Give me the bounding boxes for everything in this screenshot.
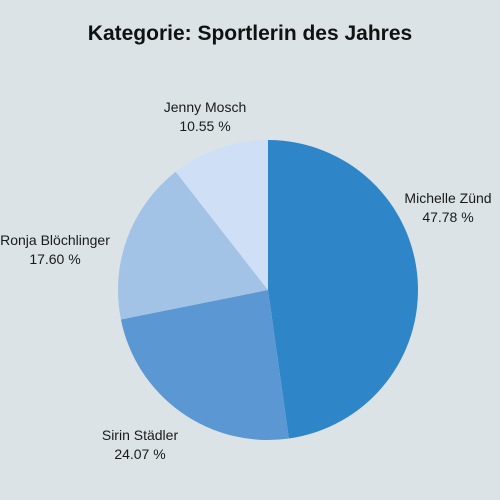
pie-slices [117, 140, 419, 440]
slice-name-label: Michelle Zünd [404, 190, 491, 206]
slice-value-label: 24.07 % [114, 446, 165, 462]
slice-name-label: Sirin Städler [102, 427, 179, 443]
slice-value-label: 17.60 % [29, 251, 80, 267]
slice-value-label: 47.78 % [422, 209, 473, 225]
slice-value-label: 10.55 % [179, 118, 230, 134]
pie-slice-michelle-zund [268, 140, 419, 439]
pie-slice-ronja-blochlinger [117, 171, 268, 320]
pie-slice-jenny-mosch [175, 140, 268, 290]
pie-labels: Michelle Zünd 47.78 % Sirin Städler 24.07 %… [0, 99, 491, 462]
slice-name-label: Ronja Blöchlinger [0, 232, 110, 248]
pie-slice-sirin-stadler [120, 290, 289, 440]
slice-name-label: Jenny Mosch [164, 99, 246, 115]
chart-title: Kategorie: Sportlerin des Jahres [87, 22, 413, 45]
